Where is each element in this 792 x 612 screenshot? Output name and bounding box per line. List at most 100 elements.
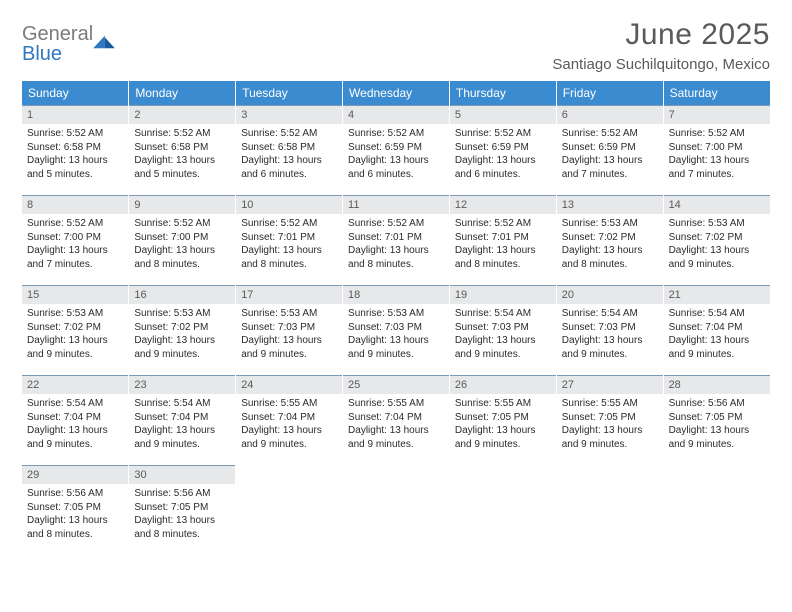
daylight-line: Daylight: 13 hours and 9 minutes. <box>669 334 765 361</box>
daylight-line: Daylight: 13 hours and 6 minutes. <box>348 154 444 181</box>
sunrise-line: Sunrise: 5:52 AM <box>134 217 230 231</box>
sunrise-line: Sunrise: 5:53 AM <box>27 307 123 321</box>
sunrise-line: Sunrise: 5:53 AM <box>241 307 337 321</box>
week-row: 22Sunrise: 5:54 AMSunset: 7:04 PMDayligh… <box>22 375 770 457</box>
day-cell: 20Sunrise: 5:54 AMSunset: 7:03 PMDayligh… <box>556 285 663 367</box>
day-number: 15 <box>22 285 128 304</box>
sunset-line: Sunset: 7:04 PM <box>134 411 230 425</box>
day-info: Sunrise: 5:52 AMSunset: 6:58 PMDaylight:… <box>27 127 123 181</box>
day-cell: 23Sunrise: 5:54 AMSunset: 7:04 PMDayligh… <box>129 375 236 457</box>
day-number: 25 <box>343 375 449 394</box>
sunrise-line: Sunrise: 5:55 AM <box>348 397 444 411</box>
daylight-line: Daylight: 13 hours and 6 minutes. <box>455 154 551 181</box>
logo-triangle-icon <box>93 32 115 50</box>
day-cell: 25 Sunrise: 5:55 AMSunset: 7:04 PMDayligh… <box>343 375 450 457</box>
week-row: 15 Sunrise: 5:53 AMSunset: 7:02 PMDayligh… <box>22 285 770 367</box>
calendar-body: 1Sunrise: 5:52 AMSunset: 6:58 PMDaylight… <box>22 105 770 547</box>
day-cell: . <box>449 465 556 547</box>
month-title: June 2025 <box>552 18 770 52</box>
sunset-line: Sunset: 7:05 PM <box>669 411 765 425</box>
day-number: 11 <box>343 195 449 214</box>
daylight-line: Daylight: 13 hours and 9 minutes. <box>241 334 337 361</box>
day-info: Sunrise: 5:55 AMSunset: 7:04 PMDaylight:… <box>348 397 444 451</box>
day-cell: . <box>556 465 663 547</box>
daylight-line: Daylight: 13 hours and 5 minutes. <box>134 154 230 181</box>
sunrise-line: Sunrise: 5:52 AM <box>27 127 123 141</box>
week-separator <box>22 457 770 465</box>
sunrise-line: Sunrise: 5:56 AM <box>134 487 230 501</box>
day-number: 2 <box>129 105 235 124</box>
day-number: 7 <box>664 105 770 124</box>
sunrise-line: Sunrise: 5:55 AM <box>241 397 337 411</box>
day-info: Sunrise: 5:53 AMSunset: 7:02 PMDaylight:… <box>134 307 230 361</box>
day-number: 21 <box>664 285 770 304</box>
day-info: Sunrise: 5:52 AMSunset: 7:00 PMDaylight:… <box>134 217 230 271</box>
sunset-line: Sunset: 7:03 PM <box>348 321 444 335</box>
daylight-line: Daylight: 13 hours and 8 minutes. <box>134 244 230 271</box>
sunset-line: Sunset: 7:03 PM <box>562 321 658 335</box>
day-info: Sunrise: 5:52 AMSunset: 6:58 PMDaylight:… <box>241 127 337 181</box>
day-cell: 6Sunrise: 5:52 AMSunset: 6:59 PMDaylight… <box>556 105 663 187</box>
day-cell: 28Sunrise: 5:56 AMSunset: 7:05 PMDayligh… <box>663 375 770 457</box>
sunrise-line: Sunrise: 5:52 AM <box>348 127 444 141</box>
day-info: Sunrise: 5:55 AMSunset: 7:04 PMDaylight:… <box>241 397 337 451</box>
sunset-line: Sunset: 7:03 PM <box>455 321 551 335</box>
day-number: 24 <box>236 375 342 394</box>
day-cell: 10 Sunrise: 5:52 AMSunset: 7:01 PMDayligh… <box>236 195 343 277</box>
day-number: 28 <box>664 375 770 394</box>
day-info: Sunrise: 5:52 AMSunset: 7:01 PMDaylight:… <box>241 217 337 271</box>
day-cell: . <box>343 465 450 547</box>
day-info: Sunrise: 5:52 AMSunset: 6:58 PMDaylight:… <box>134 127 230 181</box>
day-info: Sunrise: 5:55 AMSunset: 7:05 PMDaylight:… <box>455 397 551 451</box>
day-number: 4 <box>343 105 449 124</box>
day-cell: 1 Sunrise: 5:52 AMSunset: 6:58 PMDaylight… <box>22 105 129 187</box>
day-info: Sunrise: 5:53 AMSunset: 7:02 PMDaylight:… <box>562 217 658 271</box>
daylight-line: Daylight: 13 hours and 8 minutes. <box>562 244 658 271</box>
calendar-page: General Blue June 2025 Santiago Suchilqu… <box>0 0 792 547</box>
sunset-line: Sunset: 6:59 PM <box>562 141 658 155</box>
sunset-line: Sunset: 7:04 PM <box>348 411 444 425</box>
dow-tuesday: Tuesday <box>236 81 343 105</box>
day-cell: 3Sunrise: 5:52 AMSunset: 6:58 PMDaylight… <box>236 105 343 187</box>
day-cell: 17Sunrise: 5:53 AMSunset: 7:03 PMDayligh… <box>236 285 343 367</box>
header: General Blue June 2025 Santiago Suchilqu… <box>22 18 770 73</box>
daylight-line: Daylight: 13 hours and 8 minutes. <box>241 244 337 271</box>
title-block: June 2025 Santiago Suchilquitongo, Mexic… <box>552 18 770 73</box>
week-separator <box>22 367 770 375</box>
sunset-line: Sunset: 6:58 PM <box>27 141 123 155</box>
dow-wednesday: Wednesday <box>343 81 450 105</box>
sunset-line: Sunset: 7:05 PM <box>562 411 658 425</box>
day-cell: 13 Sunrise: 5:53 AMSunset: 7:02 PMDayligh… <box>556 195 663 277</box>
sunrise-line: Sunrise: 5:53 AM <box>669 217 765 231</box>
day-info: Sunrise: 5:54 AMSunset: 7:04 PMDaylight:… <box>134 397 230 451</box>
sunrise-line: Sunrise: 5:52 AM <box>241 127 337 141</box>
sunrise-line: Sunrise: 5:53 AM <box>134 307 230 321</box>
daylight-line: Daylight: 13 hours and 7 minutes. <box>27 244 123 271</box>
daylight-line: Daylight: 13 hours and 5 minutes. <box>27 154 123 181</box>
daylight-line: Daylight: 13 hours and 7 minutes. <box>562 154 658 181</box>
day-cell: 30Sunrise: 5:56 AMSunset: 7:05 PMDayligh… <box>129 465 236 547</box>
day-number: 1 <box>22 105 128 124</box>
daylight-line: Daylight: 13 hours and 9 minutes. <box>348 334 444 361</box>
day-info: Sunrise: 5:56 AMSunset: 7:05 PMDaylight:… <box>27 487 123 541</box>
dow-thursday: Thursday <box>449 81 556 105</box>
sunset-line: Sunset: 6:59 PM <box>455 141 551 155</box>
sunrise-line: Sunrise: 5:53 AM <box>562 217 658 231</box>
day-info: Sunrise: 5:52 AMSunset: 7:01 PMDaylight:… <box>455 217 551 271</box>
day-info: Sunrise: 5:52 AMSunset: 6:59 PMDaylight:… <box>455 127 551 181</box>
day-cell: 18Sunrise: 5:53 AMSunset: 7:03 PMDayligh… <box>343 285 450 367</box>
week-row: 1Sunrise: 5:52 AMSunset: 6:58 PMDaylight… <box>22 105 770 187</box>
logo-word-blue: Blue <box>22 43 62 65</box>
sunrise-line: Sunrise: 5:56 AM <box>669 397 765 411</box>
day-number: 20 <box>557 285 663 304</box>
day-cell: 26Sunrise: 5:55 AMSunset: 7:05 PMDayligh… <box>449 375 556 457</box>
daylight-line: Daylight: 13 hours and 8 minutes. <box>27 514 123 541</box>
day-cell: 12Sunrise: 5:52 AMSunset: 7:01 PMDayligh… <box>449 195 556 277</box>
day-cell: . <box>236 465 343 547</box>
day-number: 13 <box>557 195 663 214</box>
day-number: 10 <box>236 195 342 214</box>
dow-row: Sunday Monday Tuesday Wednesday Thursday… <box>22 81 770 105</box>
sunset-line: Sunset: 7:05 PM <box>455 411 551 425</box>
sunrise-line: Sunrise: 5:55 AM <box>455 397 551 411</box>
day-info: Sunrise: 5:52 AMSunset: 7:00 PMDaylight:… <box>669 127 765 181</box>
